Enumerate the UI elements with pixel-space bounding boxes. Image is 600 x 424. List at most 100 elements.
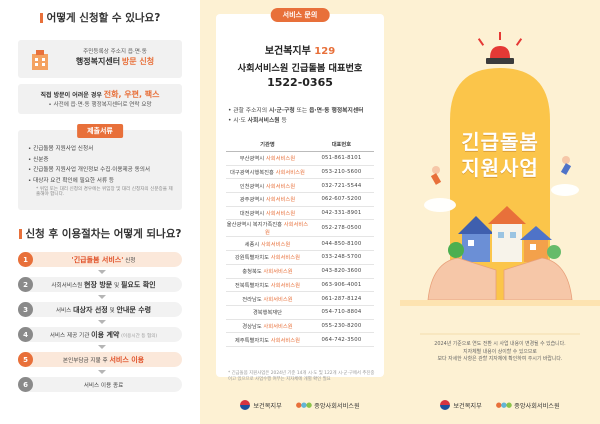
table-row: 대전광역시 사회서비스원 042-331-8901 [226,206,374,221]
logo-row: 보건복지부 ●●● 중앙사회서비스원 [200,400,400,410]
org-name: 대구광역시행복진흥 사회서비스원 [226,165,309,180]
document-item: • 긴급돌봄 지원사업 신청서 [28,146,94,152]
visit-line1: 주민등록상 주소지 읍·면·동 [83,49,147,55]
procedure-title: 신청 후 이용절차는 어떻게 되나요? [0,226,200,241]
clouds [424,184,579,212]
table-row: 대구광역시행복진흥 사회서비스원 053-210-5600 [226,165,374,180]
alt-method-box: 직접 방문이 어려운 경우 전화, 우편, 팩스 • 사전에 읍·면·동 행정복… [18,84,182,114]
taegeuk-icon [440,400,451,410]
org-name: 세종시 사회서비스원 [226,236,309,252]
taegeuk-icon [240,400,251,410]
table-row: 전북특별자치도 사회서비스원 063-906-4001 [226,278,374,293]
dots-icon: ●●● [295,401,312,409]
down-arrow-icon [98,345,106,349]
building-icon [32,50,48,70]
table-row: 강원특별자치도 사회서비스원 033-248-5700 [226,250,374,265]
cover-illustration [400,32,600,335]
table-row: 전라남도 사회서비스원 061-287-8124 [226,291,374,306]
org-name: 인천광역시 사회서비스원 [226,178,309,194]
visit-box: 주민등록상 주소지 읍·면·동 행정복지센터 방문 신청 [18,40,182,78]
service-inquiry-tag: 서비스 문의 [270,8,330,22]
caring-hands [427,257,573,301]
rep-number: 1522-0365 [267,76,333,89]
phone-number: 062-607-5200 [308,192,374,207]
document-item: • 긴급돌봄 지원사업 개인정보 수집·이용제공 동의서 [28,167,151,174]
phone-number: 061-287-8124 [308,291,374,306]
siren-rays [477,32,523,46]
visit-center: 행정복지센터 [75,57,121,67]
footnote: * 긴급돌봄 지원사업은 2024년 기준 14개 시·도 및 122개 시·군… [228,371,375,383]
phone-number: 064-742-3500 [308,332,374,347]
document-item: • 신분증 [28,156,49,163]
org-name: 전북특별자치도 사회서비스원 [226,278,309,293]
down-arrow-icon [98,295,106,299]
phone-number: 032-721-5544 [308,178,374,194]
siren-icon [486,46,514,64]
org-name: 강원특별자치도 사회서비스원 [226,250,309,265]
cover-title-1: 긴급돌봄 [461,130,539,154]
step-5: 5 본인부담금 지불 후 서비스 이용 [18,352,182,367]
panel-cover: 긴급돌봄 지원사업 2024년 기준으로 연도 전환 시 사업 내용이 변경될 … [400,0,600,424]
accent-bar [39,13,43,23]
step-4: 4 서비스 제공 기관 이용 계약 (이용시간 등 협의) [18,327,182,342]
cover-title-2: 지원사업 [461,156,539,180]
contact-bullets: • 관할 주소지의 시·군·구청 또는 읍·면·동 행정복지센터 • 시·도 사… [228,108,364,124]
table-row: 인천광역시 사회서비스원 032-721-5544 [226,178,374,194]
rep-number-label: 사회서비스원 긴급돌봄 대표번호 [237,63,363,74]
phone-number: 055-230-8200 [308,319,374,334]
org-name: 광주광역시 사회서비스원 [226,192,309,207]
table-row: 경상남도 사회서비스원 055-230-8200 [226,319,374,334]
phone-number: 054-710-8804 [308,305,374,320]
step-1: 1 '긴급돌봄 서비스' 신청 [18,252,182,267]
houses [458,206,552,262]
table-row: 부산광역시 사회서비스원 051-861-8101 [226,151,374,166]
logo-row: 보건복지부 ●●● 중앙사회서비스원 [400,400,600,410]
central-social-service-logo: ●●● 중앙사회서비스원 [295,401,360,410]
down-arrow-icon [98,370,106,374]
phone-number: 051-861-8101 [308,151,374,166]
how-to-apply-title: 어떻게 신청할 수 있나요? [0,10,200,25]
phone-number: 053-210-5600 [308,165,374,180]
step-6: 6 서비스 이용 종료 [18,377,182,392]
table-row: 울산광역시 복지가족진흥 사회서비스원 052-278-0500 [226,219,374,238]
step-3: 3 서비스 대상자 선정 및 안내문 수령 [18,302,182,317]
flying-people [430,156,572,185]
phone-number: 063-906-4001 [308,278,374,293]
documents-box: 제출서류 • 긴급돌봄 지원사업 신청서 • 신분증 • 긴급돌봄 지원사업 개… [18,124,182,210]
header-phone: 대표번호 [308,138,374,152]
org-name: 제주특별자치도 사회서비스원 [226,332,309,347]
visit-apply: 방문 신청 [121,57,155,67]
table-row: 경북행복재단 054-710-8804 [226,305,374,320]
down-arrow-icon [98,270,106,274]
alt-note: • 사전에 읍·면·동 행정복지센터로 연락 요망 [48,101,152,108]
phone-number: 044-850-8100 [308,236,374,252]
mohw-logo: 보건복지부 [240,400,282,410]
phone-number: 042-331-8901 [308,206,374,221]
org-name: 전라남도 사회서비스원 [226,291,309,306]
down-arrow-icon [98,320,106,324]
dots-icon: ●●● [495,401,512,409]
contact-card: 서비스 문의 보건복지부 129 사회서비스원 긴급돌봄 대표번호 1522-0… [216,8,384,382]
table-row: 제주특별자치도 사회서비스원 064-742-3500 [226,332,374,347]
cover-caption: 2024년 기준으로 연도 전환 시 사업 내용이 변경될 수 있습니다. 지자… [434,341,566,363]
documents-note: * 위임 또는 대리 신청의 경우에는 위임장 및 대리 신청자의 신분증을 제… [36,186,173,198]
phone-number: 033-248-5700 [308,250,374,265]
accent-bar [18,229,22,239]
table-row: 광주광역시 사회서비스원 062-607-5200 [226,192,374,207]
org-name: 대전광역시 사회서비스원 [226,206,309,221]
panel-contact: 서비스 문의 보건복지부 129 사회서비스원 긴급돌봄 대표번호 1522-0… [200,0,400,424]
org-name: 경북행복재단 [226,305,309,320]
step-2: 2 사회서비스원 현장 방문 및 필요도 확인 [18,277,182,292]
trees [448,242,561,259]
document-item: • 대상자 요건 확인에 필요한 서류 등 [28,177,115,184]
alt-methods: 전화, 우편, 팩스 [103,90,160,99]
table-row: 충청북도 사회서비스원 043-820-3600 [226,264,374,279]
documents-list: • 긴급돌봄 지원사업 신청서 • 신분증 • 긴급돌봄 지원사업 개인정보 수… [18,130,182,204]
panel-application: 어떻게 신청할 수 있나요? 주민등록상 주소지 읍·면·동 행정복지센터 방문… [0,0,200,424]
mohw-logo: 보건복지부 [440,400,482,410]
org-name: 부산광역시 사회서비스원 [226,151,309,166]
phone-number: 043-820-3600 [308,264,374,279]
contact-table: 기관명 대표번호 부산광역시 사회서비스원 051-861-8101 대구광역시행복… [226,138,374,347]
central-social-service-logo: ●●● 중앙사회서비스원 [495,401,560,410]
org-name: 충청북도 사회서비스원 [226,264,309,279]
